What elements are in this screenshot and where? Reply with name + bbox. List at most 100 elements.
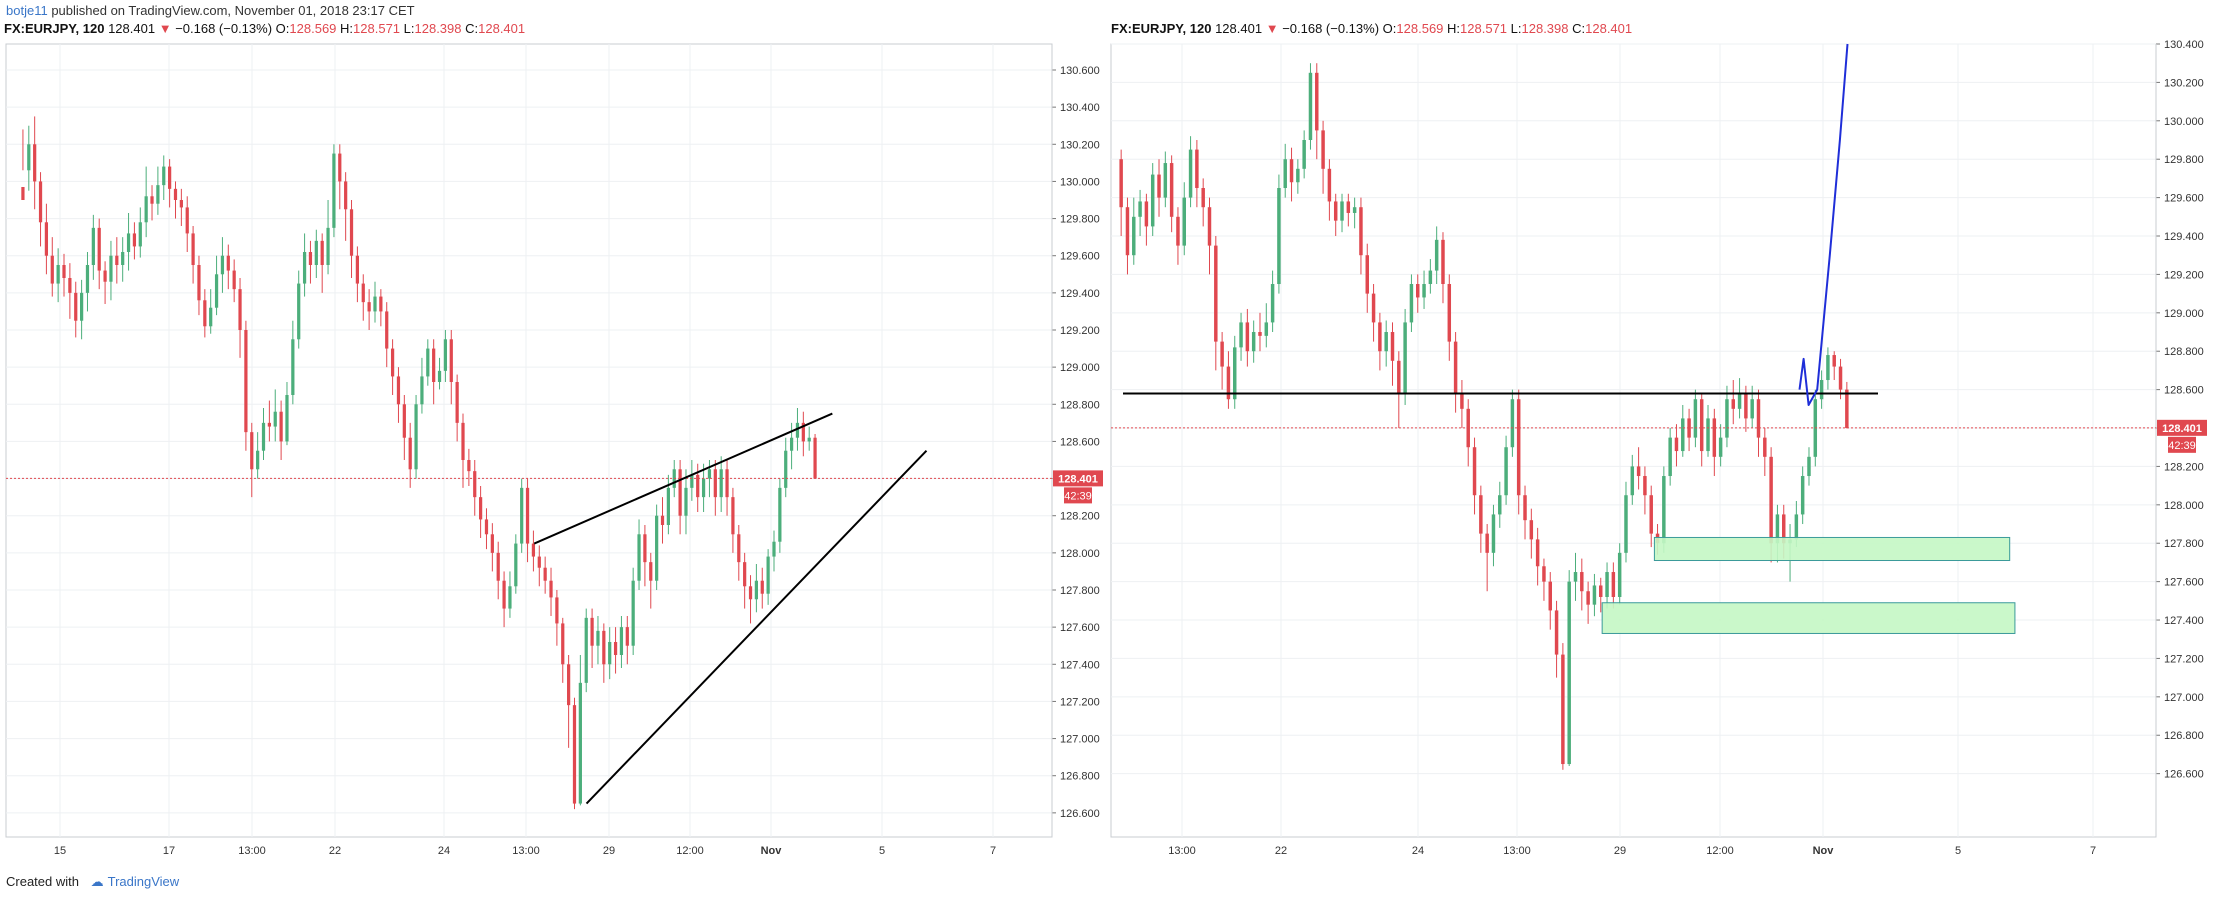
candle[interactable]	[537, 545, 541, 587]
candle[interactable]	[1479, 485, 1483, 553]
candle[interactable]	[1416, 274, 1420, 313]
candle[interactable]	[197, 255, 201, 316]
candle[interactable]	[1447, 274, 1452, 361]
candle[interactable]	[743, 552, 747, 609]
candle[interactable]	[678, 460, 682, 535]
candle[interactable]	[1346, 193, 1351, 227]
candle[interactable]	[361, 274, 365, 321]
candle[interactable]	[414, 395, 418, 479]
candle[interactable]	[1643, 466, 1647, 515]
candle[interactable]	[631, 567, 635, 655]
candle[interactable]	[79, 279, 84, 340]
candle[interactable]	[185, 196, 189, 252]
candle[interactable]	[1491, 504, 1496, 567]
candle[interactable]	[1239, 312, 1243, 361]
candle[interactable]	[490, 523, 494, 572]
candle[interactable]	[590, 608, 594, 668]
candle[interactable]	[291, 320, 295, 405]
candle[interactable]	[132, 222, 137, 260]
candle[interactable]	[91, 214, 95, 280]
candle[interactable]	[168, 159, 172, 208]
candle[interactable]	[150, 185, 154, 221]
candle[interactable]	[379, 289, 383, 327]
candle[interactable]	[191, 226, 195, 284]
candle[interactable]	[68, 263, 72, 319]
support-zone[interactable]	[1601, 602, 2016, 634]
candle[interactable]	[1251, 320, 1256, 363]
candle[interactable]	[813, 434, 817, 479]
candle[interactable]	[402, 395, 406, 460]
candle[interactable]	[578, 655, 582, 806]
candle[interactable]	[256, 432, 260, 479]
candle[interactable]	[1580, 558, 1584, 611]
candle[interactable]	[1321, 120, 1325, 194]
candle[interactable]	[1289, 147, 1294, 202]
author-link[interactable]: botje11	[6, 3, 48, 18]
candle[interactable]	[437, 357, 442, 390]
candle[interactable]	[56, 248, 60, 303]
candle[interactable]	[1649, 485, 1653, 548]
candle[interactable]	[1384, 320, 1388, 367]
candle[interactable]	[1169, 155, 1174, 233]
tradingview-link[interactable]: TradingView	[107, 874, 180, 889]
candle[interactable]	[754, 564, 759, 613]
candle[interactable]	[349, 200, 354, 278]
candle[interactable]	[766, 549, 770, 605]
lower-trendline[interactable]	[585, 450, 928, 805]
candle[interactable]	[1819, 370, 1824, 409]
candle[interactable]	[596, 616, 600, 665]
candle[interactable]	[801, 411, 805, 457]
candle[interactable]	[1554, 600, 1559, 678]
candle[interactable]	[74, 281, 78, 338]
candle[interactable]	[1422, 270, 1426, 309]
candle[interactable]	[390, 339, 395, 395]
candle[interactable]	[1674, 424, 1679, 467]
candle[interactable]	[214, 255, 219, 316]
candle[interactable]	[1352, 197, 1357, 229]
candle[interactable]	[1157, 159, 1161, 217]
candle[interactable]	[367, 289, 371, 330]
candle[interactable]	[496, 541, 500, 600]
candle[interactable]	[1119, 149, 1123, 237]
candle[interactable]	[85, 252, 90, 312]
candle[interactable]	[1592, 573, 1597, 617]
candle[interactable]	[1258, 312, 1262, 352]
candle[interactable]	[1630, 454, 1635, 505]
candle[interactable]	[1548, 572, 1552, 630]
candle[interactable]	[1725, 385, 1729, 448]
candle[interactable]	[238, 278, 242, 358]
candle[interactable]	[514, 534, 518, 594]
candle[interactable]	[731, 487, 735, 553]
candle[interactable]	[232, 259, 236, 303]
tradingview-logo-icon[interactable]: ☁	[90, 874, 104, 889]
candle[interactable]	[332, 144, 336, 238]
candle[interactable]	[1687, 408, 1691, 452]
candle[interactable]	[203, 289, 207, 338]
candle[interactable]	[1516, 389, 1521, 515]
candle[interactable]	[619, 616, 624, 668]
candle[interactable]	[62, 253, 66, 297]
candle[interactable]	[1214, 236, 1218, 371]
candle[interactable]	[109, 240, 113, 301]
candle[interactable]	[1245, 308, 1250, 367]
candle[interactable]	[220, 237, 225, 293]
candle[interactable]	[1699, 393, 1704, 467]
candle[interactable]	[1718, 424, 1723, 467]
candle[interactable]	[1617, 543, 1622, 605]
chart-pane-0[interactable]: 130.600 130.400 130.200 130.000 129.800 129.6…	[5, 43, 1103, 857]
candle[interactable]	[1428, 259, 1433, 294]
candle[interactable]	[1800, 466, 1805, 525]
candle[interactable]	[520, 478, 524, 553]
candle[interactable]	[1460, 380, 1464, 429]
candle[interactable]	[584, 608, 588, 693]
candle[interactable]	[1182, 182, 1186, 256]
candle[interactable]	[467, 448, 471, 486]
candle[interactable]	[420, 357, 424, 414]
candle[interactable]	[449, 330, 453, 405]
candle[interactable]	[1359, 197, 1363, 275]
candle[interactable]	[1409, 274, 1414, 333]
candle[interactable]	[1763, 428, 1767, 477]
candle[interactable]	[121, 237, 125, 282]
candle[interactable]	[1195, 140, 1199, 208]
candle[interactable]	[1453, 332, 1458, 413]
